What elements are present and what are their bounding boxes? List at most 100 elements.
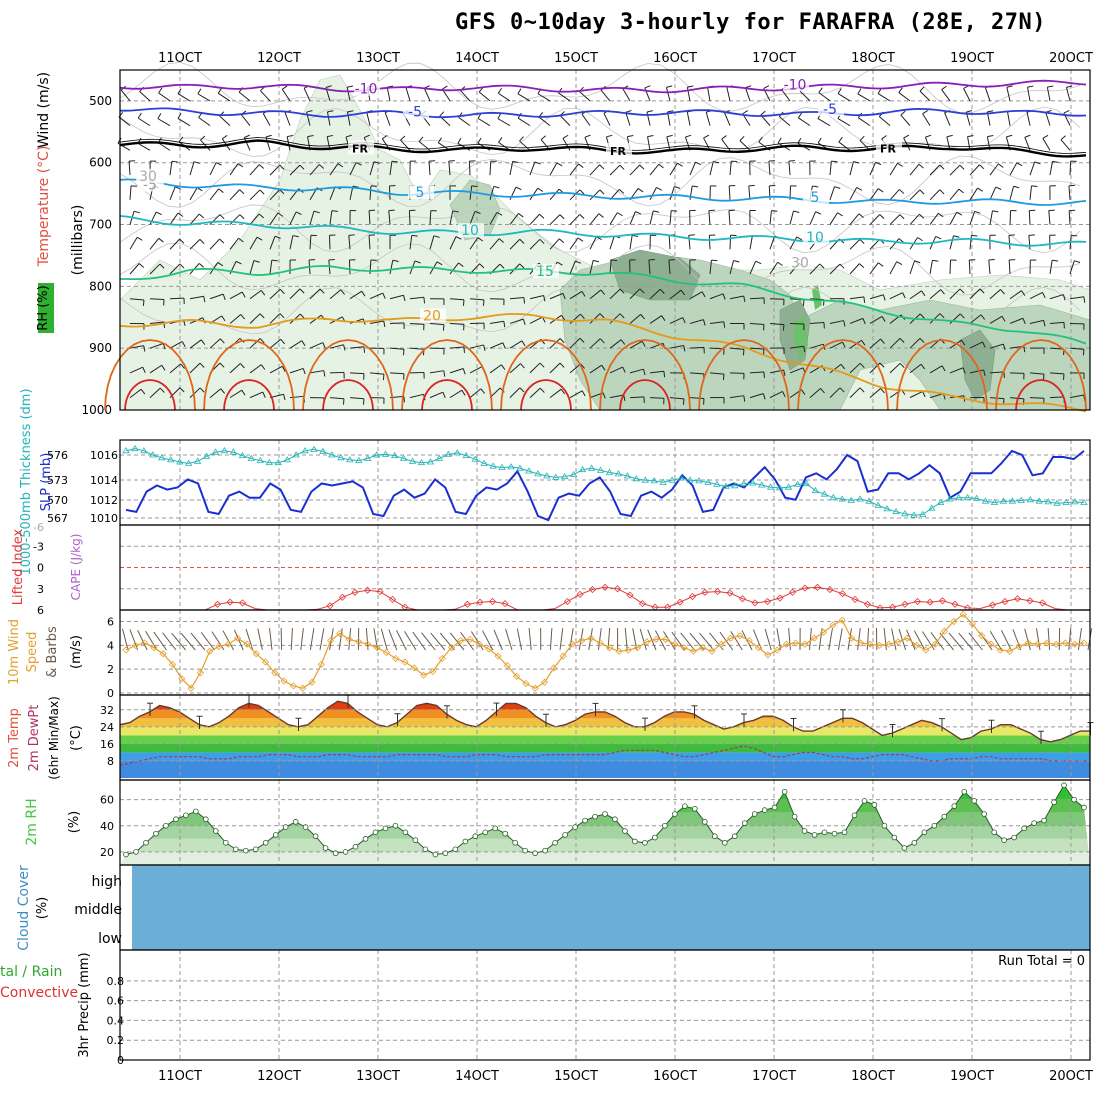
wind-barb-flag — [859, 135, 865, 141]
wind-speed-marker — [299, 684, 307, 692]
isotherm-25-line — [500, 339, 592, 411]
wind-barb-flag — [666, 85, 673, 88]
wind-barb — [968, 259, 971, 275]
wind-barb — [969, 314, 982, 324]
wind-barb-flag — [331, 210, 338, 212]
thickness-marker — [1044, 498, 1052, 505]
wind-barb-flag — [222, 293, 226, 300]
wind-barb-flag — [337, 163, 344, 168]
contour-label-bg — [783, 77, 809, 92]
wind-speed-marker — [401, 658, 409, 666]
wind-speed-marker — [885, 640, 893, 648]
wind-barb-flag — [458, 262, 464, 267]
thickness-marker — [820, 490, 829, 497]
surface-wind-barb — [588, 628, 593, 651]
wind-barb-flag — [920, 363, 926, 370]
surface-wind-barb — [200, 632, 215, 651]
wind-barb-flag — [1013, 185, 1020, 189]
wind-barb-flag — [203, 296, 206, 303]
wind-barb — [709, 293, 724, 300]
wind-barb — [669, 186, 675, 200]
thickness-marker — [883, 505, 891, 512]
rh2m-marker — [492, 825, 499, 832]
wind-barb — [509, 161, 514, 176]
wind-speed-marker — [587, 634, 595, 642]
wind-barb — [729, 395, 744, 399]
y-tick-label: 900 — [89, 341, 112, 355]
precip-tick-label: 0.4 — [107, 1014, 125, 1027]
wind-barb — [1049, 321, 1064, 324]
x-tick-label: 14OCT — [455, 51, 499, 66]
surface-wind-barb — [906, 629, 916, 651]
wind-barb-flag — [219, 238, 225, 244]
surface-wind-barb — [764, 628, 772, 651]
wind-barb — [726, 87, 731, 102]
wind-barb — [858, 117, 871, 127]
wind-barb — [243, 137, 251, 151]
rh2m-marker — [682, 803, 688, 809]
wind-barb — [289, 340, 303, 349]
wind-barb-flag — [837, 212, 843, 217]
wind-barb — [589, 364, 602, 374]
thickness-marker — [516, 464, 524, 471]
surface-wind-barb — [528, 628, 532, 651]
thickness-marker — [874, 501, 882, 508]
wind-barb — [158, 92, 171, 102]
contour-label-bg — [818, 102, 844, 117]
wind-barb — [817, 118, 831, 127]
wind-barb — [549, 162, 558, 176]
wind-barb — [400, 139, 411, 151]
thickness-marker — [1017, 496, 1026, 503]
wind-barb — [929, 189, 941, 201]
wind-barb-flag — [175, 186, 181, 190]
wind-barb — [349, 162, 357, 176]
wind-barb-flag — [919, 213, 925, 219]
wind-barb — [1029, 372, 1044, 375]
wind-barb — [649, 397, 665, 399]
wind-barb — [386, 87, 391, 102]
wind-barb — [869, 315, 883, 324]
wind-barb — [829, 320, 844, 324]
thickness-marker — [945, 495, 954, 502]
wind-barb — [969, 235, 972, 250]
lifted-index-marker — [851, 595, 859, 603]
x-tick-label: 15OCT — [554, 51, 598, 66]
wind-barb — [989, 289, 1001, 300]
wind-barb-flag — [497, 113, 502, 119]
rh2m-marker — [672, 811, 678, 817]
lifted-index-marker — [576, 590, 584, 598]
wind-barb-flag — [656, 186, 662, 191]
wind-speed-marker — [978, 632, 986, 640]
wind-barb-flag — [1043, 320, 1046, 327]
wind-barb-flag — [178, 136, 184, 142]
wind-barb-flag — [802, 299, 805, 306]
slp-tick-label: 1010 — [90, 512, 118, 525]
wind-barb-flag — [373, 161, 380, 164]
precip-convective-label: Convective — [0, 985, 78, 1001]
wind-barb — [157, 118, 171, 127]
wind-barb-flag — [647, 135, 654, 138]
rh2m-marker — [971, 798, 978, 804]
wind-barb — [749, 347, 765, 350]
rh2m-marker — [1011, 834, 1017, 841]
wind-speed-marker — [141, 639, 149, 647]
wind-barb — [609, 288, 621, 300]
wind-barb-flag — [1001, 316, 1006, 322]
wind-barb — [509, 186, 517, 201]
wind-barb-flag — [281, 366, 286, 372]
wind-barb — [622, 88, 631, 102]
wind-barb — [198, 117, 211, 127]
wind-barb — [429, 210, 432, 225]
wind-barb — [849, 239, 861, 250]
wind-barb-flag — [644, 85, 651, 89]
wind-barb — [303, 87, 311, 102]
surface-wind-barb — [309, 628, 315, 651]
wind-barb-flag — [299, 288, 305, 294]
wind-barb-flag — [1002, 343, 1006, 350]
wind-barb-flag — [881, 135, 887, 140]
slp-tick-label: 1014 — [90, 474, 118, 487]
wind-barb — [489, 212, 498, 225]
wind-barb-flag — [695, 161, 702, 165]
wind-barb-flag — [539, 387, 545, 393]
wind-barb-flag — [237, 163, 244, 168]
